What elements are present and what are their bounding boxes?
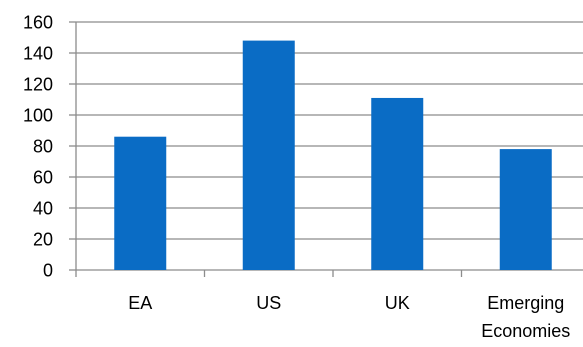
bar-us xyxy=(242,40,295,270)
bar-emerging-economies xyxy=(499,149,552,270)
y-tick-label: 80 xyxy=(33,137,53,157)
y-tick-label: 140 xyxy=(23,44,53,64)
y-tick-label: 120 xyxy=(23,75,53,95)
x-category-label: Emerging xyxy=(487,293,564,313)
y-tick-label: 60 xyxy=(33,168,53,188)
y-tick-label: 160 xyxy=(23,13,53,33)
bar-uk xyxy=(371,97,424,270)
category-labels: EA US UK Emerging Economies xyxy=(128,293,570,341)
x-category-label: US xyxy=(256,293,281,313)
bar-ea xyxy=(114,136,167,270)
x-category-label: EA xyxy=(128,293,152,313)
x-category-label: Economies xyxy=(481,321,570,341)
y-tick-label: 100 xyxy=(23,106,53,126)
y-tick-label: 0 xyxy=(43,261,53,281)
y-tick-label: 40 xyxy=(33,199,53,219)
y-tick-label: 20 xyxy=(33,230,53,250)
bars xyxy=(114,40,552,270)
x-category-label: UK xyxy=(385,293,410,313)
y-axis: 0 20 40 60 80 100 120 140 160 xyxy=(23,13,77,281)
x-axis xyxy=(75,269,583,277)
